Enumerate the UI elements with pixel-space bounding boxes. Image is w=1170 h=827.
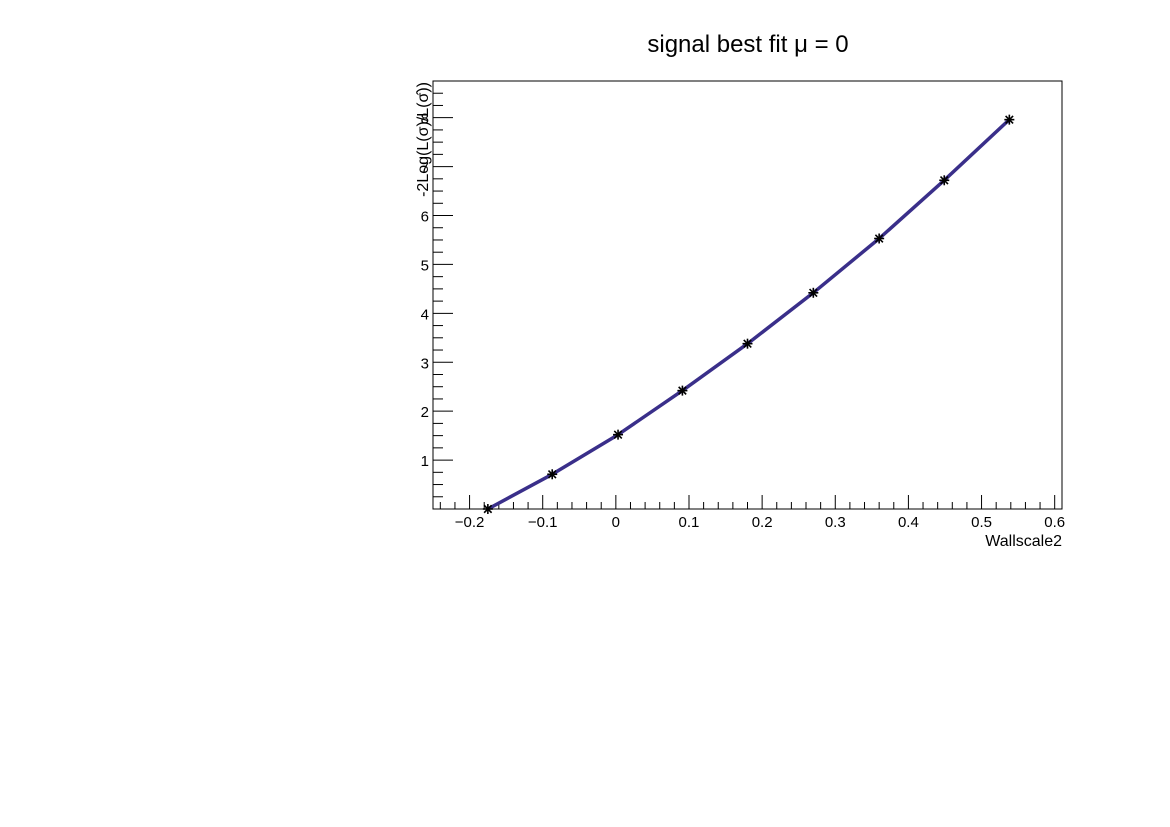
data-point <box>482 504 493 514</box>
x-axis-label: Wallscale2 <box>985 533 1062 550</box>
data-point <box>808 287 819 298</box>
y-tick-label: 1 <box>421 453 429 470</box>
x-tick-label: 0.2 <box>752 514 773 531</box>
y-tick-label: 2 <box>421 404 429 421</box>
y-tick-label: 8 <box>421 111 429 128</box>
y-tick-label: 4 <box>421 306 429 323</box>
y-tick-label: 7 <box>421 160 429 177</box>
y-axis-label: -2Log(L(σ)/L(σ̂)) <box>415 82 432 197</box>
x-tick-label: 0.1 <box>679 514 700 531</box>
y-tick-label: 5 <box>421 257 429 274</box>
data-point <box>939 175 950 186</box>
data-point <box>742 338 753 349</box>
chart-title: signal best fit μ = 0 <box>647 31 848 58</box>
data-point <box>677 385 688 396</box>
data-point <box>613 429 624 440</box>
data-point <box>547 469 558 480</box>
data-point <box>874 233 885 244</box>
x-tick-label: 0.4 <box>898 514 919 531</box>
plot-frame <box>432 80 1063 510</box>
data-point <box>1004 114 1015 125</box>
x-tick-label: −0.1 <box>528 514 558 531</box>
x-axis: −0.2 −0.1 0 0.1 0.2 0.3 0.4 0.5 0.6 <box>439 495 1065 531</box>
x-tick-label: 0.5 <box>971 514 992 531</box>
x-tick-label: 0.3 <box>825 514 846 531</box>
x-tick-label: 0.6 <box>1044 514 1065 531</box>
fit-curve <box>487 118 1011 511</box>
x-tick-label: 0 <box>612 514 620 531</box>
y-axis: 1 2 3 4 5 6 7 8 <box>421 80 453 498</box>
data-points <box>482 114 1015 514</box>
x-tick-label: −0.2 <box>455 514 485 531</box>
y-tick-label: 3 <box>421 355 429 372</box>
y-tick-label: 6 <box>421 209 429 226</box>
